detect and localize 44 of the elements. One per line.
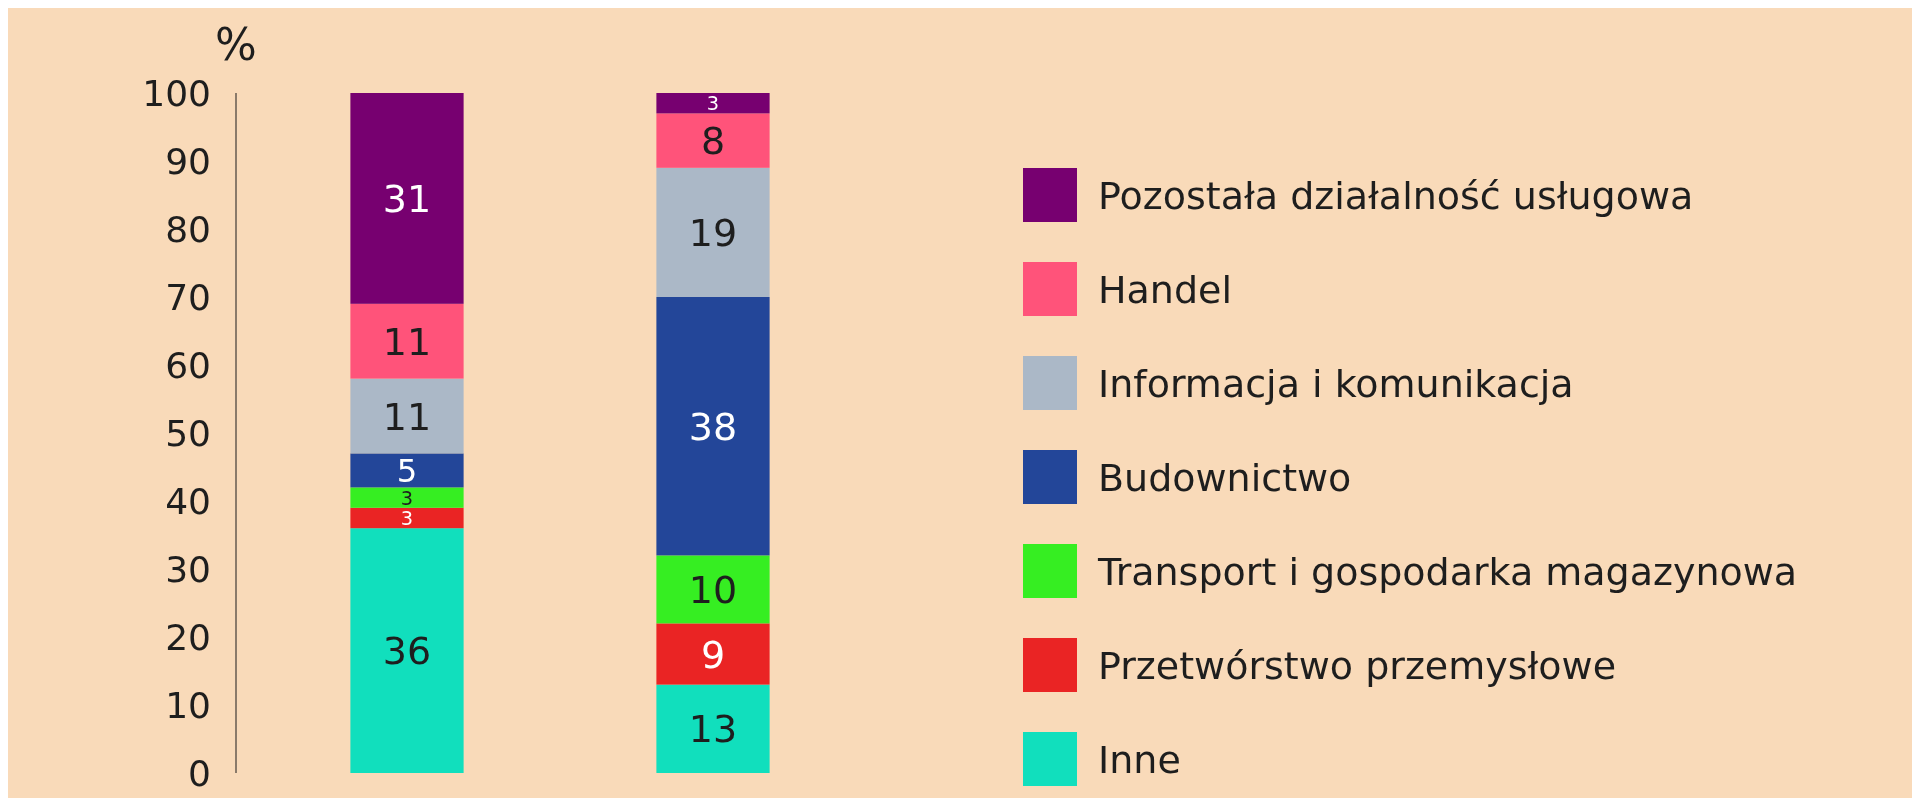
- data-label: 36: [382, 629, 432, 674]
- data-label: 10: [688, 568, 738, 613]
- y-axis-title: %: [215, 19, 257, 70]
- y-tick-label: 40: [165, 480, 211, 522]
- legend-label: Handel: [1098, 267, 1233, 312]
- data-label: 11: [382, 394, 432, 439]
- data-label: 9: [700, 632, 726, 677]
- y-tick-label: 70: [165, 276, 211, 318]
- data-label: 13: [688, 707, 738, 752]
- legend-label: Pozostała działalność usługowa: [1098, 173, 1694, 218]
- data-label: 31: [382, 177, 432, 222]
- y-tick-label: 60: [165, 344, 211, 386]
- y-tick-label: 100: [142, 72, 211, 114]
- legend-label: Transport i gospodarka magazynowa: [1097, 549, 1798, 594]
- bar: [350, 507, 464, 529]
- y-tick-label: 30: [165, 548, 211, 590]
- y-tick-label: 20: [165, 616, 211, 658]
- legend-label: Inne: [1098, 737, 1181, 782]
- y-tick-label: 0: [188, 752, 211, 794]
- y-tick-label: 50: [165, 412, 211, 454]
- legend-label: Przetwórstwo przemysłowe: [1098, 643, 1617, 688]
- data-label: 38: [688, 404, 738, 449]
- bar: [350, 487, 464, 508]
- bar: [656, 623, 770, 685]
- bar: [350, 378, 464, 454]
- data-label: 19: [688, 211, 738, 256]
- bar: [350, 303, 464, 379]
- bar: [656, 93, 770, 114]
- data-label: 3: [706, 92, 720, 116]
- y-tick-label: 90: [165, 140, 211, 182]
- y-tick-label: 10: [165, 684, 211, 726]
- bar: [656, 297, 770, 556]
- legend-label: Informacja i komunikacja: [1098, 361, 1574, 406]
- bar: [656, 113, 770, 168]
- legend-label: Budownictwo: [1098, 455, 1352, 500]
- bar: [350, 93, 464, 304]
- y-tick-label: 80: [165, 208, 211, 250]
- data-label: 11: [382, 319, 432, 364]
- bar: [350, 528, 464, 773]
- bar: [656, 684, 770, 773]
- data-label: 8: [700, 119, 726, 164]
- bar: [656, 167, 770, 297]
- bar: [656, 555, 770, 624]
- bar: [350, 453, 464, 488]
